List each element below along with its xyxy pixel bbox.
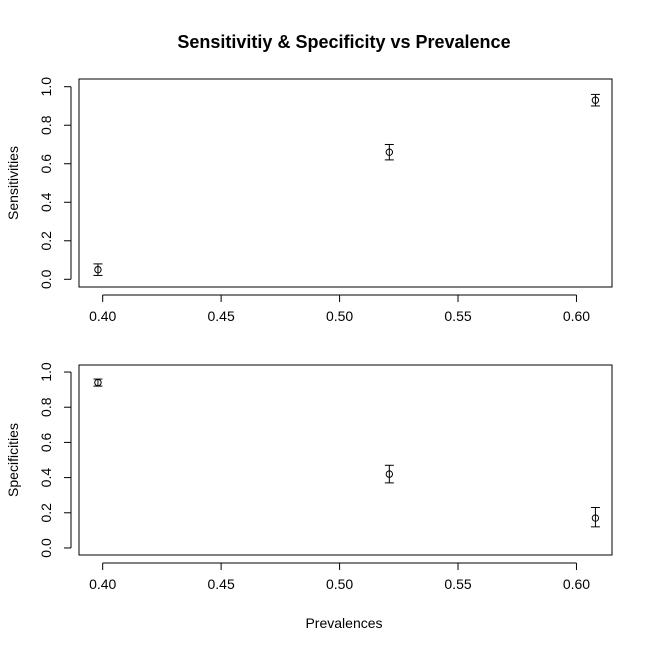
x-axis-title: Prevalences <box>305 615 382 631</box>
y-tick-label: 0.0 <box>38 538 54 558</box>
specificity-data-points <box>93 378 600 528</box>
y-tick-label: 1.0 <box>38 77 54 97</box>
y-tick-label: 0.6 <box>38 154 54 174</box>
sensitivity-data-points <box>93 93 600 276</box>
specificity-y-axis-title: Specificities <box>5 423 21 497</box>
specificity-panel: Specificities 0.40 0.45 0.50 0.55 0.60 0.00.… <box>5 362 613 592</box>
y-tick-label: 0.0 <box>38 269 54 289</box>
y-tick-label: 0.6 <box>38 432 54 452</box>
specificity-plot-frame <box>78 364 613 556</box>
y-tick-label: 0.4 <box>38 192 54 212</box>
specificity-x-axis: 0.40 0.45 0.50 0.55 0.60 <box>89 562 590 592</box>
y-tick-label: 0.4 <box>38 468 54 488</box>
x-tick-label: 0.55 <box>444 308 471 324</box>
data-point <box>385 148 394 156</box>
x-tick-label: 0.50 <box>326 576 353 592</box>
x-tick-label: 0.60 <box>563 576 590 592</box>
chart-title: Sensitivitiy & Specificity vs Prevalence <box>177 32 510 52</box>
x-tick-label: 0.60 <box>563 308 590 324</box>
sensitivity-y-axis-title: Sensitivities <box>5 146 21 220</box>
y-tick-label: 1.0 <box>38 362 54 382</box>
y-tick-label: 0.2 <box>38 503 54 523</box>
sensitivity-y-axis: 0.0 0.2 0.4 0.6 0.8 1.0 <box>38 77 72 289</box>
data-point <box>385 470 394 478</box>
data-point <box>94 265 102 274</box>
sensitivity-plot-frame <box>78 78 613 288</box>
x-tick-label: 0.55 <box>444 576 471 592</box>
data-point <box>591 514 600 522</box>
x-tick-label: 0.45 <box>208 576 235 592</box>
y-tick-label: 0.8 <box>38 115 54 135</box>
specificity-y-axis: 0.0 0.2 0.4 0.6 0.8 1.0 <box>38 362 72 558</box>
data-point <box>94 378 102 387</box>
x-tick-label: 0.40 <box>89 308 116 324</box>
data-point <box>591 96 600 104</box>
x-tick-label: 0.45 <box>208 308 235 324</box>
x-tick-label: 0.50 <box>326 308 353 324</box>
y-tick-label: 0.8 <box>38 397 54 417</box>
y-tick-label: 0.2 <box>38 231 54 251</box>
sensitivity-panel: Sensitivities 0.40 0.45 0.50 0.55 0.60 0.00.… <box>5 77 613 324</box>
sensitivity-x-axis: 0.40 0.45 0.50 0.55 0.60 <box>89 294 590 324</box>
x-tick-label: 0.40 <box>89 576 116 592</box>
